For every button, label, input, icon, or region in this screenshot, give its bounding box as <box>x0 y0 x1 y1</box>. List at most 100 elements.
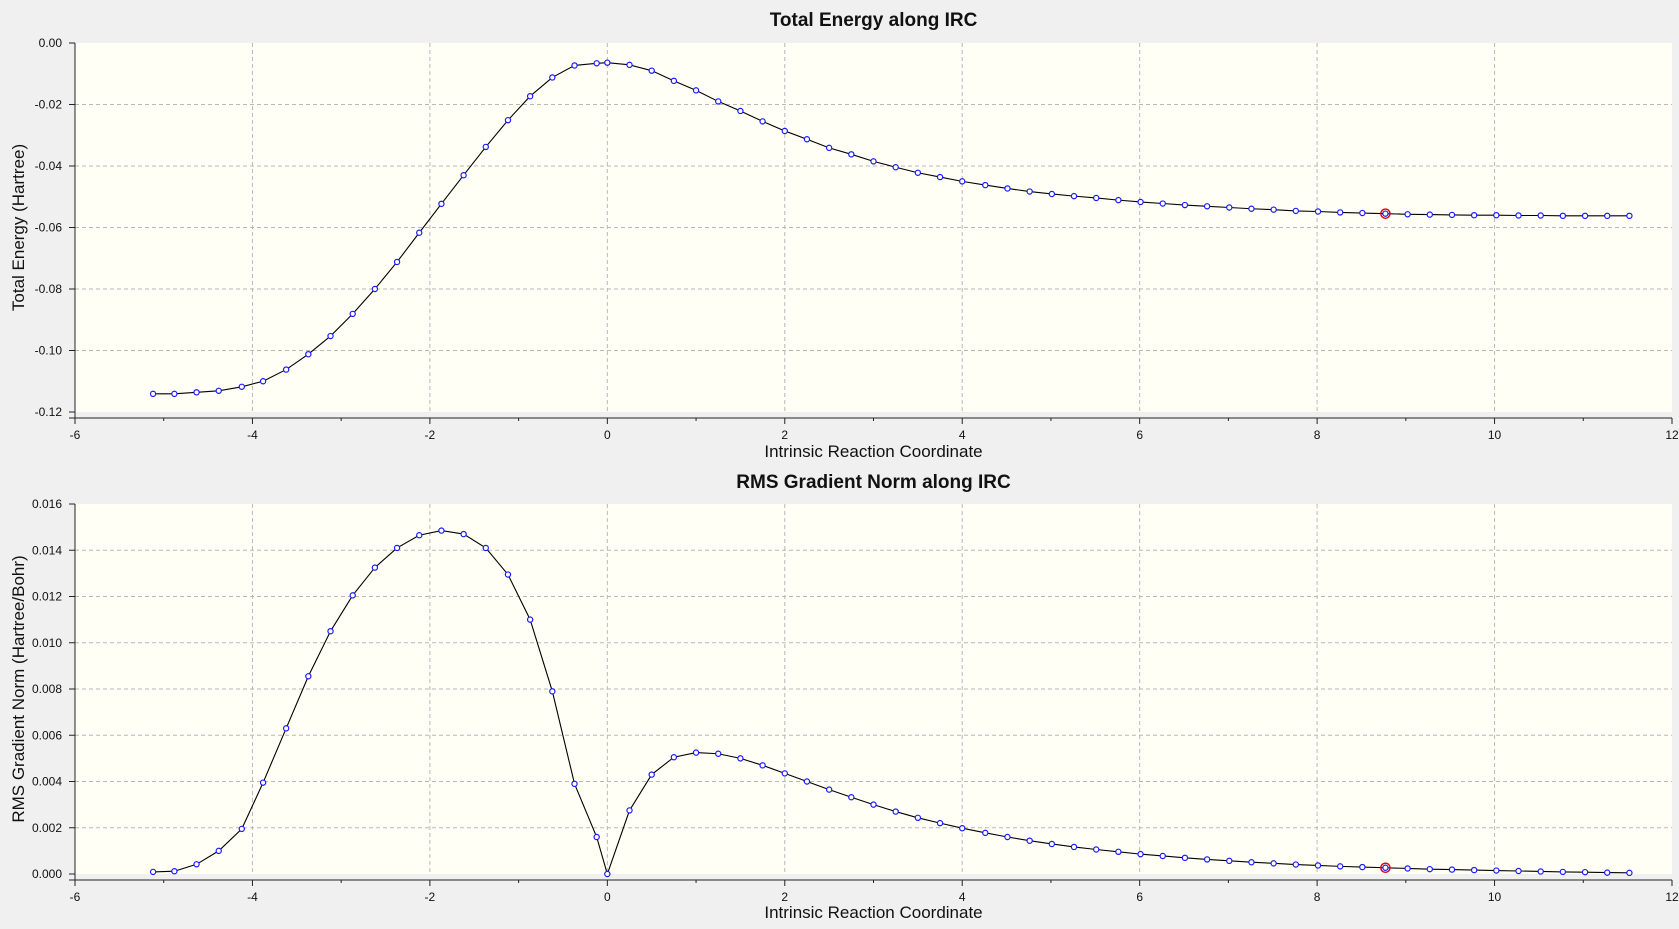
data-point[interactable] <box>1115 848 1122 856</box>
data-point[interactable] <box>1537 868 1544 875</box>
data-point[interactable] <box>848 151 855 158</box>
data-point[interactable] <box>1137 198 1144 206</box>
data-point[interactable] <box>1382 864 1389 871</box>
data-point[interactable] <box>1470 211 1478 219</box>
data-point[interactable] <box>1604 212 1611 220</box>
data-point[interactable] <box>327 332 334 340</box>
data-point[interactable] <box>526 92 534 100</box>
data-point[interactable] <box>193 861 200 868</box>
data-point[interactable] <box>1359 863 1366 871</box>
data-point[interactable] <box>1070 843 1078 851</box>
data-point[interactable] <box>715 98 722 105</box>
data-point[interactable] <box>549 74 556 81</box>
data-point[interactable] <box>1559 868 1567 876</box>
data-point[interactable] <box>759 762 766 769</box>
data-point[interactable] <box>1336 209 1344 216</box>
data-point[interactable] <box>1292 861 1300 868</box>
data-point[interactable] <box>1048 190 1056 198</box>
data-point[interactable] <box>1626 869 1633 877</box>
data-point[interactable] <box>1092 846 1100 853</box>
data-point[interactable] <box>1581 868 1589 876</box>
data-point[interactable] <box>1292 207 1300 215</box>
data-point[interactable] <box>215 847 222 855</box>
data-point[interactable] <box>870 801 877 808</box>
data-point[interactable] <box>914 814 922 822</box>
data-point[interactable] <box>1248 859 1255 866</box>
data-point[interactable] <box>1026 837 1033 844</box>
data-point[interactable] <box>825 786 833 793</box>
data-point[interactable] <box>1448 211 1456 219</box>
data-point[interactable] <box>936 173 944 181</box>
data-point[interactable] <box>870 158 877 165</box>
data-point[interactable] <box>571 780 578 788</box>
selected-point-marker[interactable] <box>1380 208 1391 219</box>
data-point[interactable] <box>149 868 157 876</box>
data-point[interactable] <box>1470 866 1478 874</box>
data-point[interactable] <box>193 389 200 396</box>
data-point[interactable] <box>305 350 312 358</box>
data-point[interactable] <box>1404 211 1411 218</box>
data-point[interactable] <box>1359 209 1366 217</box>
data-point[interactable] <box>626 807 633 814</box>
data-point[interactable] <box>1382 210 1389 217</box>
data-point[interactable] <box>936 819 944 827</box>
data-point[interactable] <box>1048 840 1056 848</box>
data-point[interactable] <box>781 127 788 135</box>
data-point[interactable] <box>571 62 578 69</box>
data-point[interactable] <box>1137 850 1144 858</box>
data-point[interactable] <box>1203 856 1211 863</box>
data-point[interactable] <box>1336 863 1344 870</box>
data-point[interactable] <box>259 378 267 385</box>
data-point[interactable] <box>1181 854 1189 862</box>
data-point[interactable] <box>1404 865 1411 872</box>
data-point[interactable] <box>1026 188 1033 195</box>
data-point[interactable] <box>282 725 290 732</box>
data-point[interactable] <box>848 794 855 801</box>
data-point[interactable] <box>1581 212 1589 220</box>
data-point[interactable] <box>914 169 922 176</box>
data-point[interactable] <box>593 60 600 67</box>
data-point[interactable] <box>460 530 467 538</box>
data-point[interactable] <box>460 172 467 179</box>
data-point[interactable] <box>1181 201 1189 209</box>
data-point[interactable] <box>1159 852 1166 860</box>
data-point[interactable] <box>482 544 489 552</box>
data-point[interactable] <box>1226 204 1233 211</box>
data-point[interactable] <box>215 387 222 394</box>
data-point[interactable] <box>1493 867 1500 874</box>
data-point[interactable] <box>670 77 678 85</box>
data-point[interactable] <box>526 616 534 623</box>
data-point[interactable] <box>1426 865 1433 873</box>
data-point[interactable] <box>393 544 401 552</box>
data-point[interactable] <box>670 754 678 761</box>
data-point[interactable] <box>393 258 401 266</box>
data-point[interactable] <box>259 779 267 786</box>
data-point[interactable] <box>715 750 722 757</box>
data-point[interactable] <box>892 808 899 815</box>
data-point[interactable] <box>371 564 379 571</box>
data-point[interactable] <box>1515 867 1522 875</box>
data-point[interactable] <box>781 770 788 777</box>
data-point[interactable] <box>604 59 611 66</box>
data-point[interactable] <box>1070 192 1078 200</box>
data-point[interactable] <box>1515 212 1522 219</box>
data-point[interactable] <box>171 390 178 398</box>
data-point[interactable] <box>1493 211 1500 219</box>
data-point[interactable] <box>549 688 556 695</box>
data-point[interactable] <box>692 87 700 94</box>
data-point[interactable] <box>416 532 423 539</box>
data-point[interactable] <box>1159 200 1166 207</box>
data-point[interactable] <box>238 383 245 390</box>
data-point[interactable] <box>1559 212 1567 220</box>
data-point[interactable] <box>1248 205 1255 212</box>
data-point[interactable] <box>737 755 744 762</box>
data-point[interactable] <box>438 200 445 208</box>
data-point[interactable] <box>1314 208 1322 215</box>
data-point[interactable] <box>825 144 833 152</box>
data-point[interactable] <box>238 825 245 833</box>
data-point[interactable] <box>1270 860 1277 867</box>
data-point[interactable] <box>803 778 811 785</box>
data-point[interactable] <box>626 61 633 69</box>
data-point[interactable] <box>1092 194 1100 202</box>
data-point[interactable] <box>982 181 989 189</box>
